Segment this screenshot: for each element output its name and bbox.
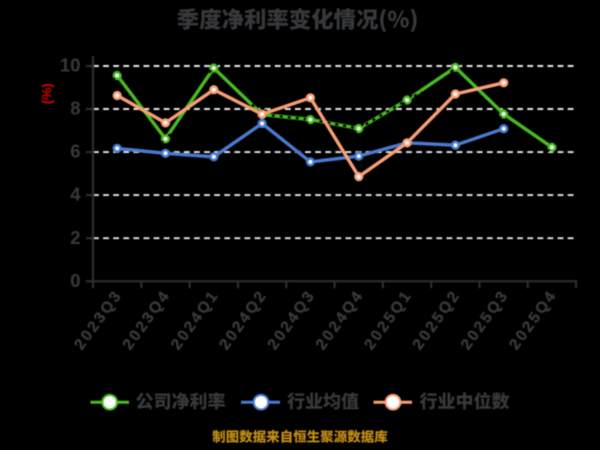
svg-text:0: 0 bbox=[70, 270, 80, 291]
svg-text:6: 6 bbox=[70, 141, 80, 162]
svg-text:2: 2 bbox=[70, 227, 80, 248]
svg-text:8: 8 bbox=[70, 98, 80, 119]
svg-text:4: 4 bbox=[70, 184, 81, 205]
svg-text:(%): (%) bbox=[40, 83, 55, 104]
svg-text:10: 10 bbox=[60, 55, 81, 76]
